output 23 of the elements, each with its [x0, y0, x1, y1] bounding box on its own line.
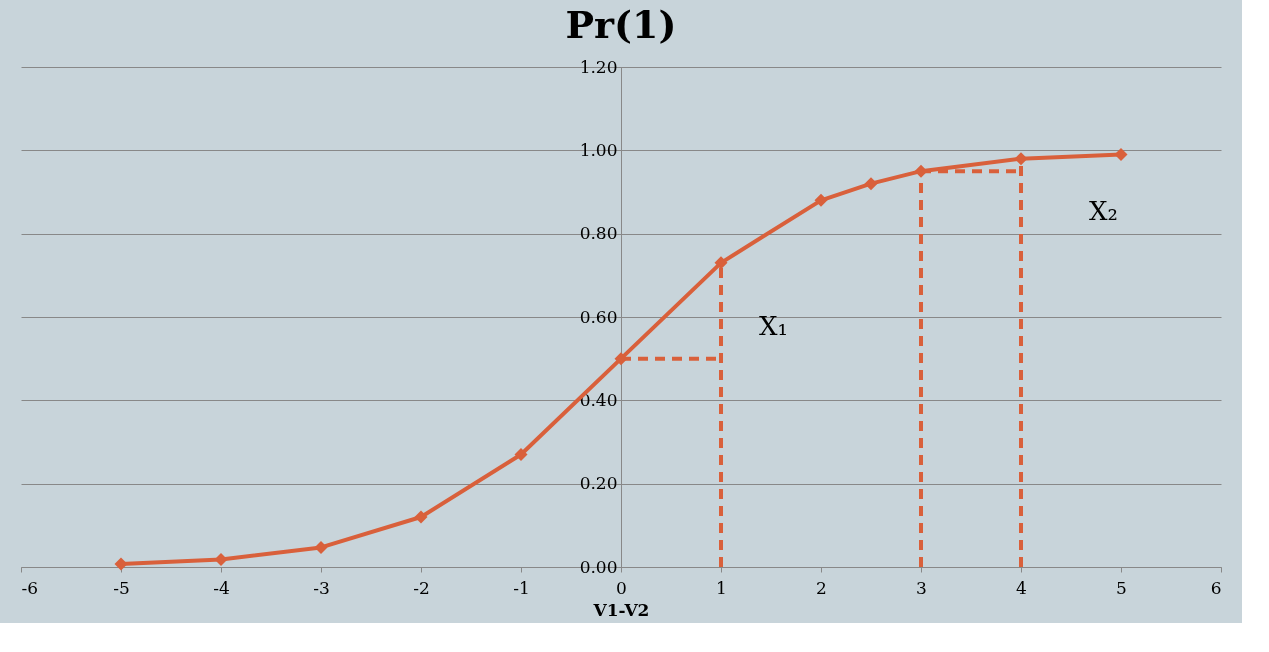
y-tick-label: 1.20	[579, 56, 618, 77]
y-tick-label: 0.00	[579, 556, 618, 577]
x-tick-label: 2	[816, 577, 827, 598]
chart-title: Pr(1)	[565, 2, 677, 47]
x-axis-title: V1-V2	[592, 599, 650, 620]
y-tick-label: 0.80	[579, 223, 618, 244]
x-tick-label: 3	[916, 577, 927, 598]
x-tick-label: -1	[513, 577, 530, 598]
x-tick-label: -4	[213, 577, 230, 598]
y-tick-label: 1.00	[579, 139, 618, 160]
annotation: X₂	[1089, 196, 1118, 226]
y-tick-label: 0.20	[579, 473, 618, 494]
x-tick-label: 4	[1016, 577, 1027, 598]
x-tick-label: 1	[716, 577, 727, 598]
x-tick-label: -3	[313, 577, 330, 598]
x-tick-label: -2	[413, 577, 430, 598]
annotation: X₁	[759, 311, 788, 341]
x-tick-label: 0	[616, 577, 627, 598]
x-tick-label: -5	[113, 577, 130, 598]
y-tick-label: 0.60	[579, 306, 618, 327]
x-tick-label: 5	[1116, 577, 1127, 598]
x-tick-label: 6	[1210, 577, 1222, 598]
x-tick-label: -6	[21, 577, 39, 598]
